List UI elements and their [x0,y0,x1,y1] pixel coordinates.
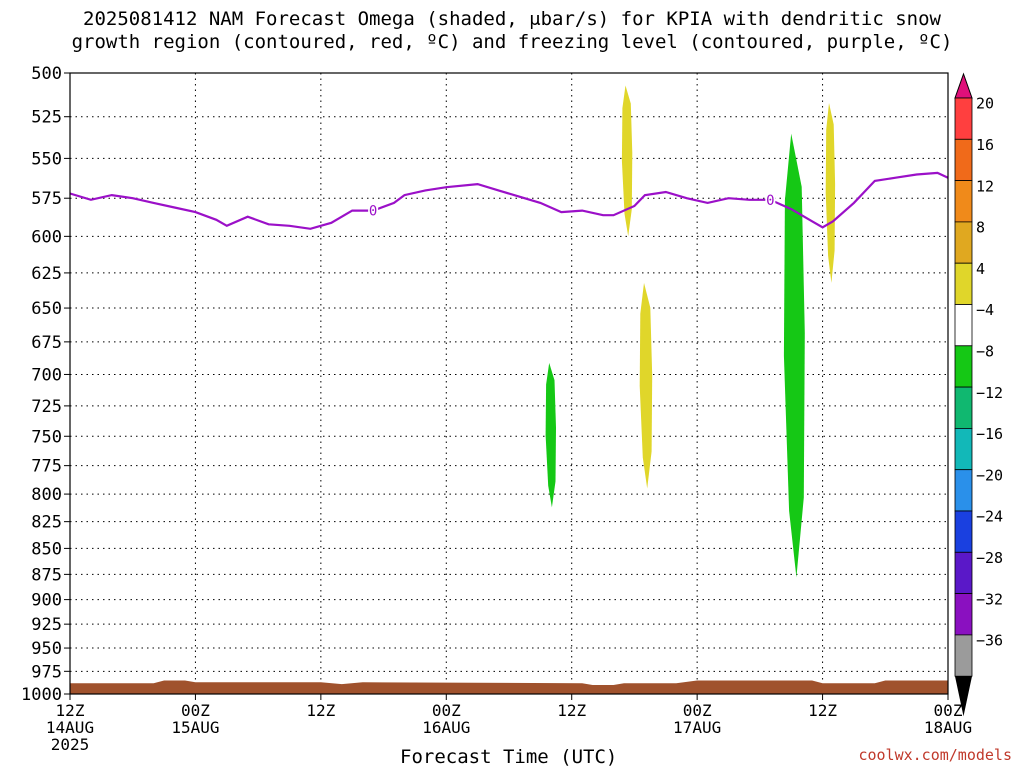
colorbar-swatch [954,386,973,429]
omega-region [825,103,836,283]
colorbar-swatch [954,345,973,388]
freezing-level-line [69,171,949,230]
x-tick-year-label: 2025 [51,735,90,754]
colorbar-swatch [954,634,973,677]
plot-frame [69,72,949,695]
y-tick-label: 850 [31,539,62,559]
y-tick-label: 925 [31,615,62,635]
y-tick-label: 825 [31,513,62,533]
chart-title-line2: growth region (contoured, red, ºC) and f… [71,31,953,53]
x-tick-label: 00Z [432,701,461,720]
colorbar-swatch [954,593,973,636]
y-tick-label: 650 [31,299,62,319]
x-tick-label: 00Z [683,701,712,720]
y-tick-label: 550 [31,149,62,169]
colorbar-swatch [954,551,973,594]
x-tick-date-label: 14AUG [46,718,94,737]
y-tick-label: 1000 [21,685,62,705]
colorbar-swatch [954,510,973,553]
colorbar-label: 8 [976,219,985,237]
x-axis-title: Forecast Time (UTC) [400,746,618,768]
colorbar-label: −16 [976,425,1003,443]
colorbar-label: −4 [976,301,994,319]
y-tick-label: 950 [31,639,62,659]
colorbar-label: −12 [976,384,1003,402]
colorbar-label: −24 [976,508,1003,526]
colorbar-top-arrow [954,72,973,99]
omega-region [783,133,805,578]
y-tick-label: 875 [31,565,62,585]
y-tick-label: 750 [31,427,62,447]
y-tick-label: 775 [31,457,62,477]
x-tick-label: 00Z [181,701,210,720]
y-tick-label: 975 [31,662,62,682]
y-tick-label: 675 [31,333,62,353]
colorbar-label: −32 [976,590,1003,608]
colorbar-label: 16 [976,136,994,154]
y-tick-label: 500 [31,64,62,84]
x-tick-label: 12Z [808,701,837,720]
omega-region [639,282,653,489]
colorbar-swatch [954,427,973,471]
x-tick-date-label: 15AUG [171,718,219,737]
colorbar-bottom-arrow [955,676,972,717]
colorbar-label: −20 [976,466,1003,484]
x-tick-date-label: 16AUG [422,718,470,737]
colorbar-label: −8 [976,342,994,360]
freezing-label-bg [765,191,776,206]
colorbar-label: −36 [976,632,1003,650]
omega-region [621,85,633,237]
colorbar-swatch [954,180,973,223]
y-tick-label: 800 [31,485,62,505]
y-tick-label: 900 [31,591,62,611]
x-tick-label: 12Z [557,701,586,720]
y-tick-label: 700 [31,365,62,385]
colorbar-swatch [954,97,973,140]
credit-text: coolwx.com/models [858,746,1012,764]
terrain-surface [70,680,948,694]
freezing-level-label: 0 [369,204,377,220]
y-tick-label: 525 [31,108,62,128]
plot-area [70,73,948,694]
colorbar-swatch [954,469,973,512]
colorbar-swatch [954,221,973,264]
colorbar-swatch [954,304,973,347]
y-tick-label: 625 [31,264,62,284]
colorbar-swatch [954,262,973,305]
y-tick-label: 575 [31,189,62,209]
freezing-label-bg [368,202,379,217]
x-tick-label: 12Z [306,701,335,720]
colorbar-label: 12 [976,177,994,195]
x-tick-date-label: 18AUG [924,718,972,737]
colorbar-label: 4 [976,260,985,278]
y-tick-label: 725 [31,397,62,417]
colorbar-swatch [954,138,973,182]
freezing-level-label: 0 [766,193,774,209]
x-tick-date-label: 17AUG [673,718,721,737]
omega-region [545,362,556,508]
x-tick-label: 00Z [934,701,963,720]
chart-title-line1: 2025081412 NAM Forecast Omega (shaded, μ… [83,8,941,30]
y-tick-label: 600 [31,227,62,247]
x-tick-label: 12Z [56,701,85,720]
colorbar-label: 20 [976,95,994,113]
colorbar-label: −28 [976,549,1003,567]
